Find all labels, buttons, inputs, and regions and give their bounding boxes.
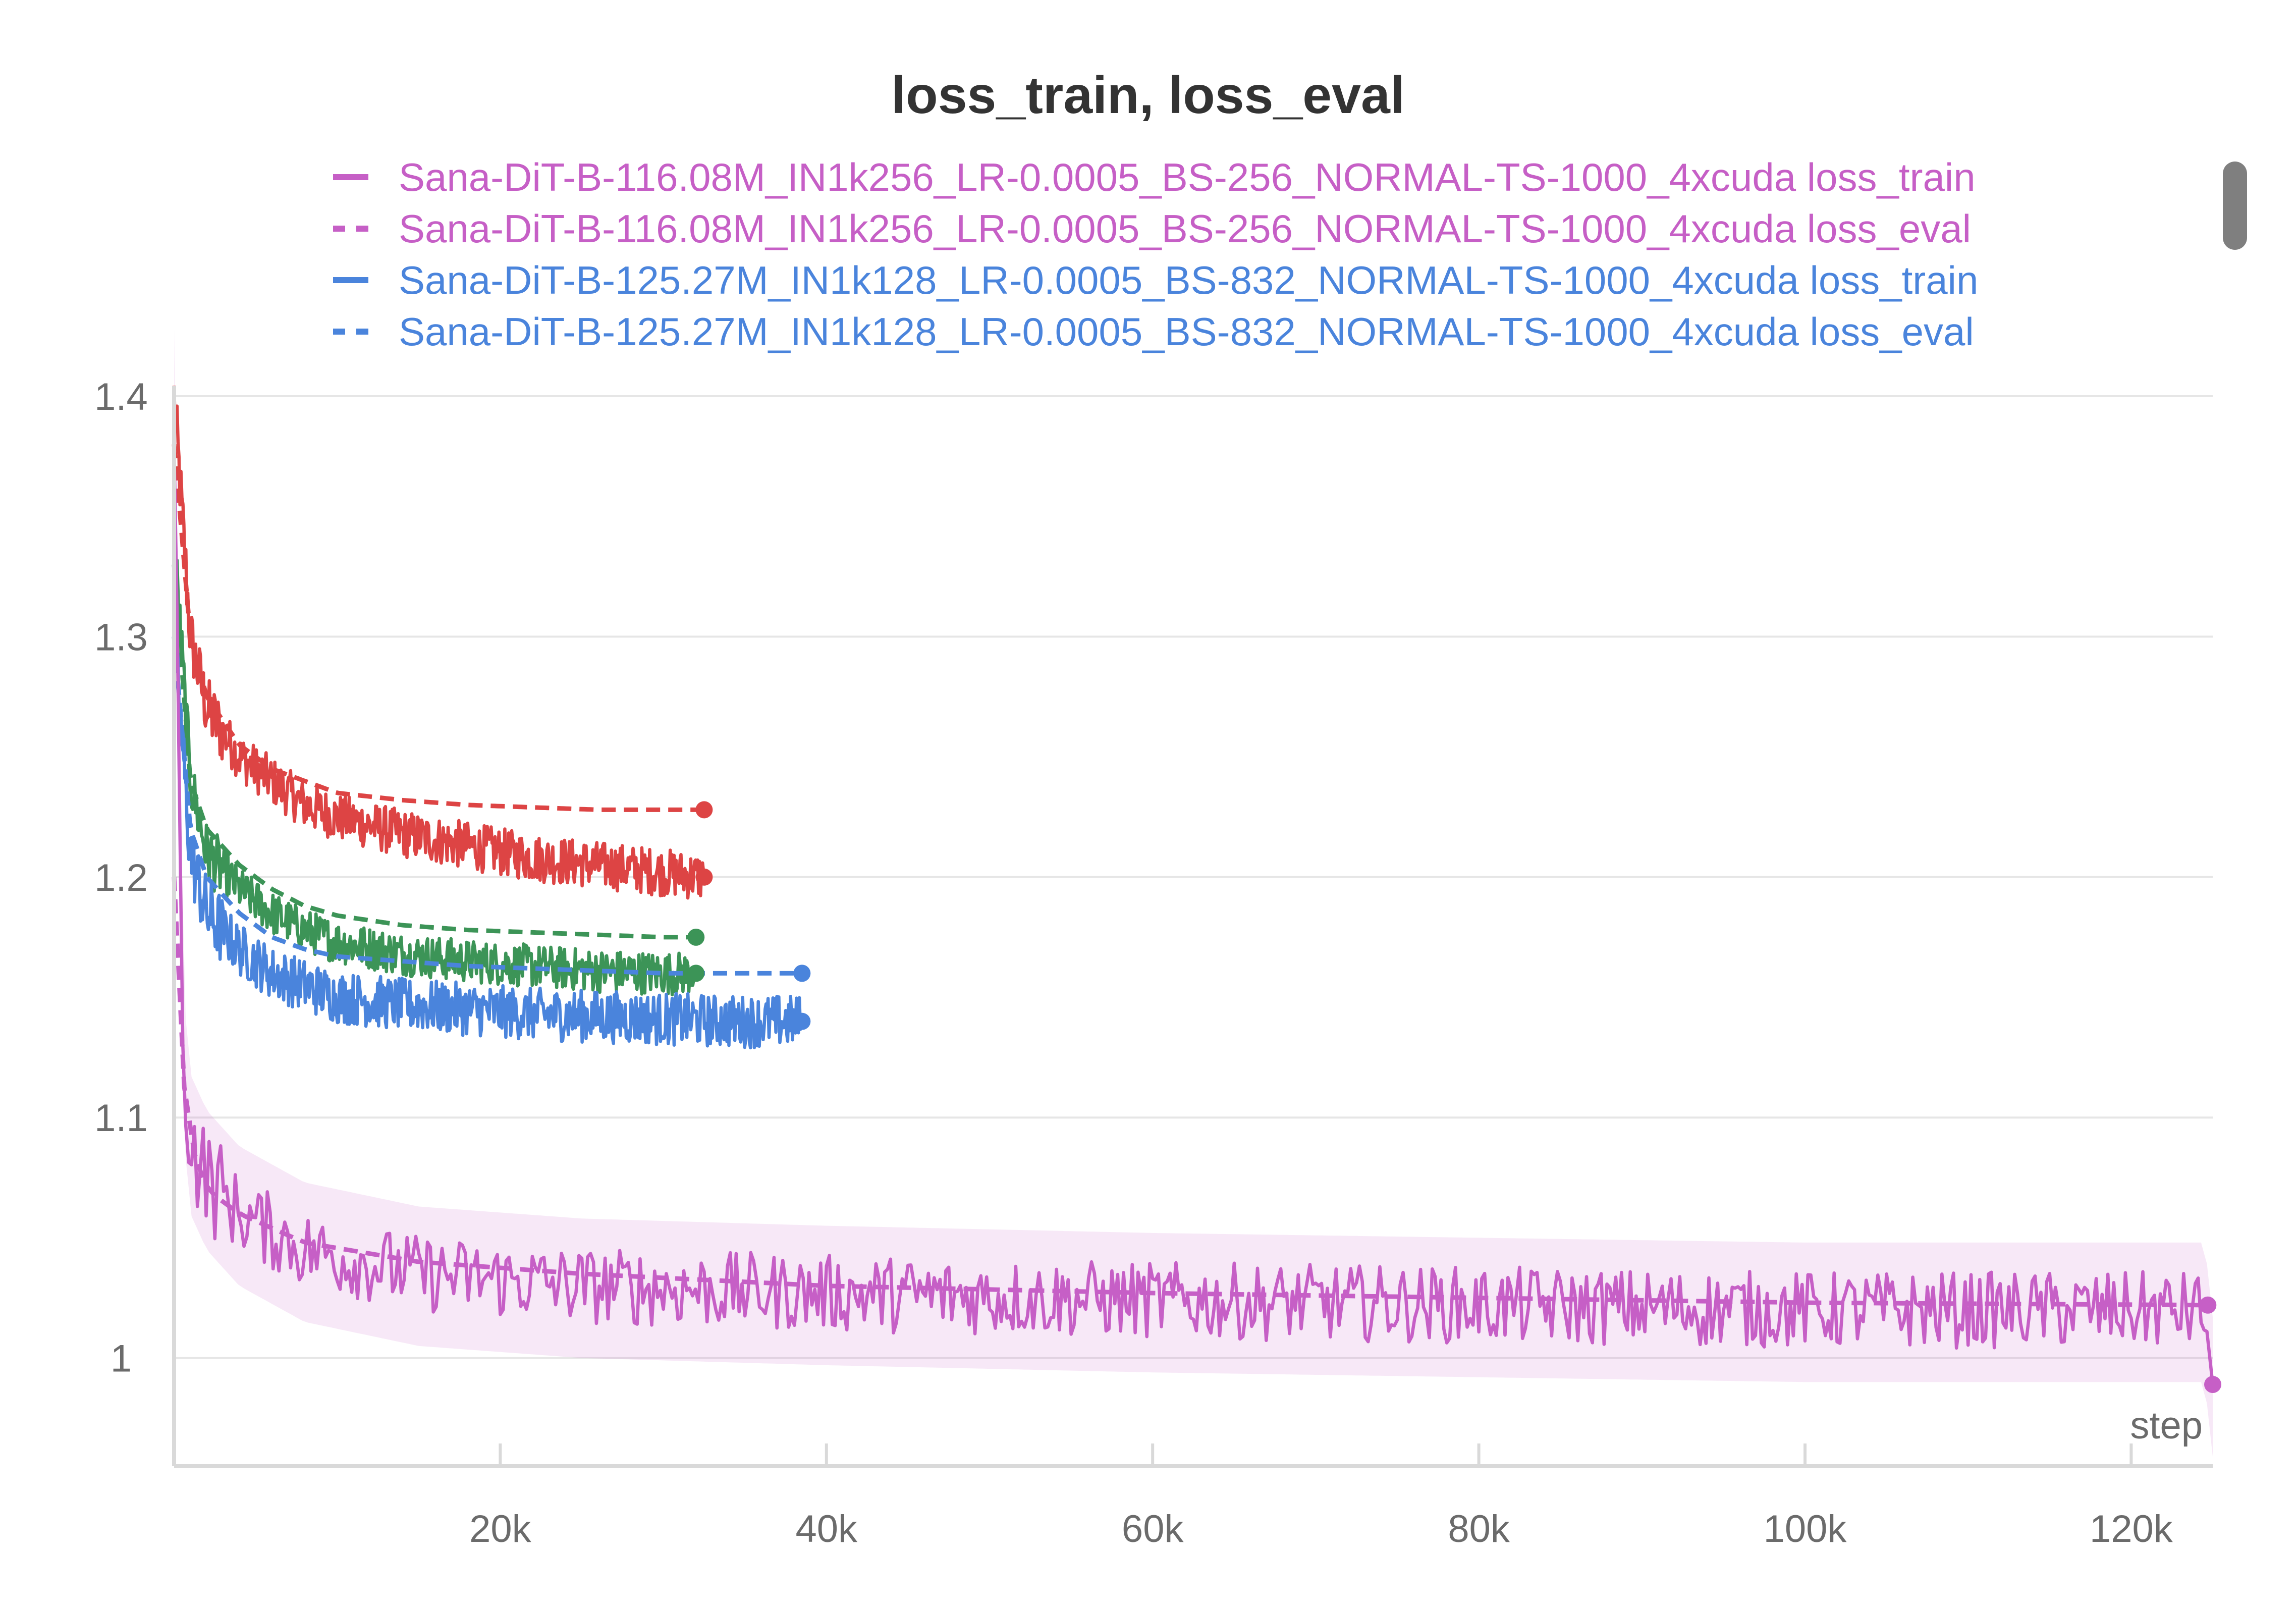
- train-series-line: [172, 604, 804, 1050]
- legend-label: Sana-DiT-B-125.27M_IN1k128_LR-0.0005_BS-…: [399, 257, 1979, 302]
- series-end-point: [695, 868, 713, 886]
- legend-item[interactable]: Sana-DiT-B-116.08M_IN1k256_LR-0.0005_BS-…: [333, 203, 1978, 254]
- confidence-band: [174, 329, 2213, 1457]
- train-series-line: [172, 386, 706, 900]
- legend-swatch: [333, 277, 368, 283]
- legend-swatch: [333, 174, 368, 180]
- y-tick-label: 1.3: [94, 616, 148, 659]
- legend-swatch: [333, 329, 368, 335]
- grid-layer: [174, 395, 2213, 1359]
- series-end-point: [793, 965, 811, 982]
- legend-label: Sana-DiT-B-116.08M_IN1k256_LR-0.0005_BS-…: [399, 206, 1971, 251]
- legend-item[interactable]: Sana-DiT-B-125.27M_IN1k128_LR-0.0005_BS-…: [333, 254, 1978, 306]
- legend-scrollbar[interactable]: [2223, 162, 2247, 250]
- series-end-point: [2204, 1376, 2221, 1394]
- chart-title: loss_train, loss_eval: [891, 66, 1405, 125]
- y-tick-label: 1.4: [94, 376, 148, 418]
- marker-layer: [687, 801, 2221, 1394]
- legend-item[interactable]: Sana-DiT-B-125.27M_IN1k128_LR-0.0005_BS-…: [333, 306, 1978, 357]
- legend-label: Sana-DiT-B-116.08M_IN1k256_LR-0.0005_BS-…: [399, 154, 1976, 199]
- y-tick-label: 1: [111, 1337, 132, 1380]
- x-tick-label: 80k: [1448, 1508, 1510, 1550]
- train-series-line: [172, 446, 2215, 1385]
- legend-label: Sana-DiT-B-125.27M_IN1k128_LR-0.0005_BS-…: [399, 309, 1974, 354]
- legend-item[interactable]: Sana-DiT-B-116.08M_IN1k256_LR-0.0005_BS-…: [333, 151, 1978, 203]
- eval-series-line: [172, 564, 696, 940]
- x-tick-label: 120k: [2090, 1508, 2173, 1550]
- x-tick-label: 60k: [1122, 1508, 1184, 1550]
- x-tick-label: 40k: [796, 1508, 858, 1550]
- x-tick-label: 100k: [1764, 1508, 1847, 1550]
- y-tick-label: 1.2: [94, 856, 148, 899]
- legend: Sana-DiT-B-116.08M_IN1k256_LR-0.0005_BS-…: [333, 151, 1978, 357]
- y-tick-label: 1.1: [94, 1097, 148, 1140]
- legend-swatch: [333, 226, 368, 232]
- eval-series-line: [172, 877, 2208, 1308]
- series-end-point: [2199, 1296, 2217, 1314]
- axis-layer: 1 1.1 1.2 1.3 1.4 20k 40k 60k 80k 100k 120k step: [94, 376, 2213, 1550]
- series-end-point: [687, 965, 705, 982]
- x-axis-label: step: [2130, 1404, 2203, 1447]
- band-layer: [174, 329, 2213, 1457]
- series-end-point: [687, 928, 705, 946]
- x-tick-label: 20k: [469, 1508, 532, 1550]
- series-end-point: [793, 1012, 811, 1030]
- series-end-point: [695, 801, 713, 819]
